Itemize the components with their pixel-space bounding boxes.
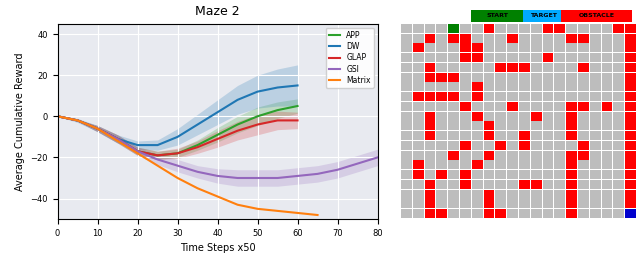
GSI (134, 150, 141, 153)
Line: DW: DW (58, 86, 298, 145)
GSI (214, 174, 221, 177)
FancyBboxPatch shape (471, 10, 523, 22)
DW (274, 86, 282, 89)
DW (134, 144, 141, 147)
Matrix (194, 187, 202, 190)
APP (54, 115, 61, 118)
GSI (314, 172, 321, 176)
GSI (333, 168, 341, 171)
Matrix (114, 139, 122, 143)
Legend: APP, DW, GLAP, GSI, Matrix: APP, DW, GLAP, GSI, Matrix (326, 27, 374, 88)
APP (294, 105, 301, 108)
APP (234, 123, 241, 126)
Matrix (214, 195, 221, 198)
APP (114, 137, 122, 140)
GSI (74, 119, 81, 122)
GSI (173, 164, 181, 167)
GSI (253, 176, 261, 180)
APP (74, 119, 81, 122)
FancyBboxPatch shape (523, 10, 563, 22)
DW (294, 84, 301, 87)
APP (154, 154, 161, 157)
DW (154, 144, 161, 147)
GLAP (74, 119, 81, 122)
Line: APP: APP (58, 106, 298, 155)
GLAP (154, 154, 161, 157)
DW (54, 115, 61, 118)
GLAP (194, 145, 202, 149)
Matrix (74, 119, 81, 122)
GSI (374, 156, 381, 159)
GSI (54, 115, 61, 118)
GSI (354, 162, 362, 165)
DW (114, 137, 122, 140)
Title: Maze 2: Maze 2 (195, 6, 240, 18)
GLAP (134, 150, 141, 153)
Matrix (234, 203, 241, 206)
APP (93, 127, 101, 130)
GLAP (93, 127, 101, 130)
Text: TARGET: TARGET (530, 13, 557, 18)
X-axis label: Time Steps x50: Time Steps x50 (180, 243, 255, 253)
GSI (234, 176, 241, 180)
GSI (194, 170, 202, 173)
Matrix (93, 127, 101, 130)
Line: Matrix: Matrix (58, 116, 317, 215)
Matrix (314, 213, 321, 216)
DW (173, 135, 181, 138)
Line: GSI: GSI (58, 116, 378, 178)
GLAP (234, 129, 241, 132)
Matrix (274, 209, 282, 213)
APP (194, 144, 202, 147)
DW (214, 111, 221, 114)
GSI (274, 176, 282, 180)
GLAP (214, 137, 221, 140)
DW (253, 90, 261, 93)
GSI (154, 158, 161, 161)
APP (274, 109, 282, 112)
GSI (294, 174, 301, 177)
GLAP (294, 119, 301, 122)
DW (234, 98, 241, 101)
DW (194, 123, 202, 126)
Line: GLAP: GLAP (58, 116, 298, 155)
GLAP (54, 115, 61, 118)
Matrix (154, 164, 161, 167)
APP (173, 152, 181, 155)
Text: START: START (486, 13, 508, 18)
GLAP (114, 137, 122, 140)
Matrix (173, 176, 181, 180)
APP (253, 115, 261, 118)
GLAP (274, 119, 282, 122)
DW (93, 127, 101, 130)
Matrix (253, 207, 261, 210)
GLAP (253, 123, 261, 126)
GSI (114, 137, 122, 140)
Matrix (294, 211, 301, 215)
FancyBboxPatch shape (561, 10, 632, 22)
Matrix (54, 115, 61, 118)
Text: OBSTACLE: OBSTACLE (579, 13, 614, 18)
GLAP (173, 152, 181, 155)
APP (214, 133, 221, 136)
APP (134, 150, 141, 153)
GSI (93, 127, 101, 130)
Y-axis label: Average Cumulative Reward: Average Cumulative Reward (15, 52, 25, 191)
Matrix (134, 152, 141, 155)
DW (74, 119, 81, 122)
